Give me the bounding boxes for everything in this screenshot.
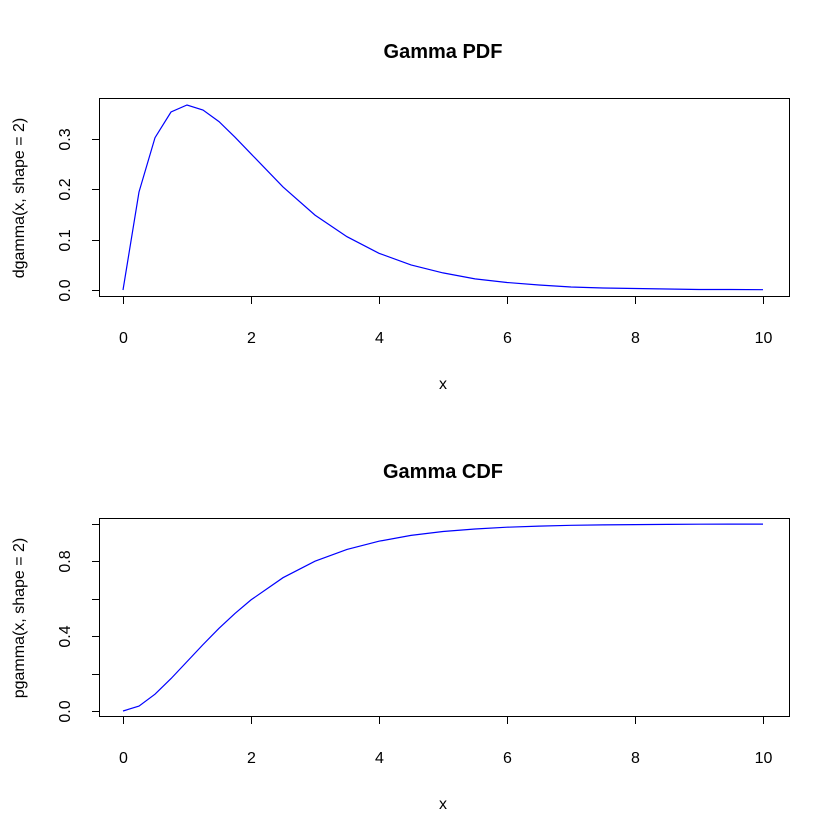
x-tick-label: 4 [375, 750, 384, 767]
x-axis-label: x [439, 376, 447, 393]
x-tick-label: 10 [755, 750, 773, 767]
pdf-panel: Gamma PDF x dgamma(x, shape = 2) 0 2 4 6 8 10… [11, 41, 790, 393]
x-tick-label: 2 [247, 750, 256, 767]
y-tick-label: 0.3 [57, 128, 74, 150]
y-axis: 0.0 0.4 0.8 [57, 524, 99, 723]
y-axis-label: pgamma(x, shape = 2) [11, 538, 28, 699]
y-axis-label: dgamma(x, shape = 2) [11, 118, 28, 279]
y-tick-label: 0.1 [57, 229, 74, 251]
y-axis: 0.0 0.1 0.2 0.3 [57, 128, 99, 302]
x-axis: 0 2 4 6 8 10 [119, 717, 773, 767]
y-tick-label: 0.2 [57, 178, 74, 200]
series-group [122, 523, 763, 712]
plot-frame [99, 98, 790, 297]
x-axis: 0 2 4 6 8 10 [119, 297, 773, 347]
series-line [122, 104, 764, 291]
x-axis-label: x [439, 796, 447, 813]
y-tick-label: 0.4 [57, 625, 74, 647]
cdf-panel: Gamma CDF x pgamma(x, shape = 2) 0 2 4 6 8 10… [11, 461, 790, 813]
x-tick-label: 8 [631, 330, 640, 347]
y-tick-label: 0.0 [57, 700, 74, 722]
x-tick-label: 10 [755, 330, 773, 347]
y-tick-label: 0.8 [57, 550, 74, 572]
x-tick-label: 8 [631, 750, 640, 767]
y-tick-label: 0.0 [57, 279, 74, 301]
x-tick-label: 6 [503, 750, 512, 767]
chart-title: Gamma PDF [384, 41, 503, 63]
x-tick-label: 0 [119, 330, 128, 347]
chart-title: Gamma CDF [383, 461, 503, 483]
x-tick-label: 4 [375, 330, 384, 347]
series-line [122, 523, 763, 712]
x-tick-label: 6 [503, 330, 512, 347]
series-group [122, 104, 764, 291]
x-tick-label: 0 [119, 750, 128, 767]
plot-frame [99, 518, 790, 717]
x-tick-label: 2 [247, 330, 256, 347]
